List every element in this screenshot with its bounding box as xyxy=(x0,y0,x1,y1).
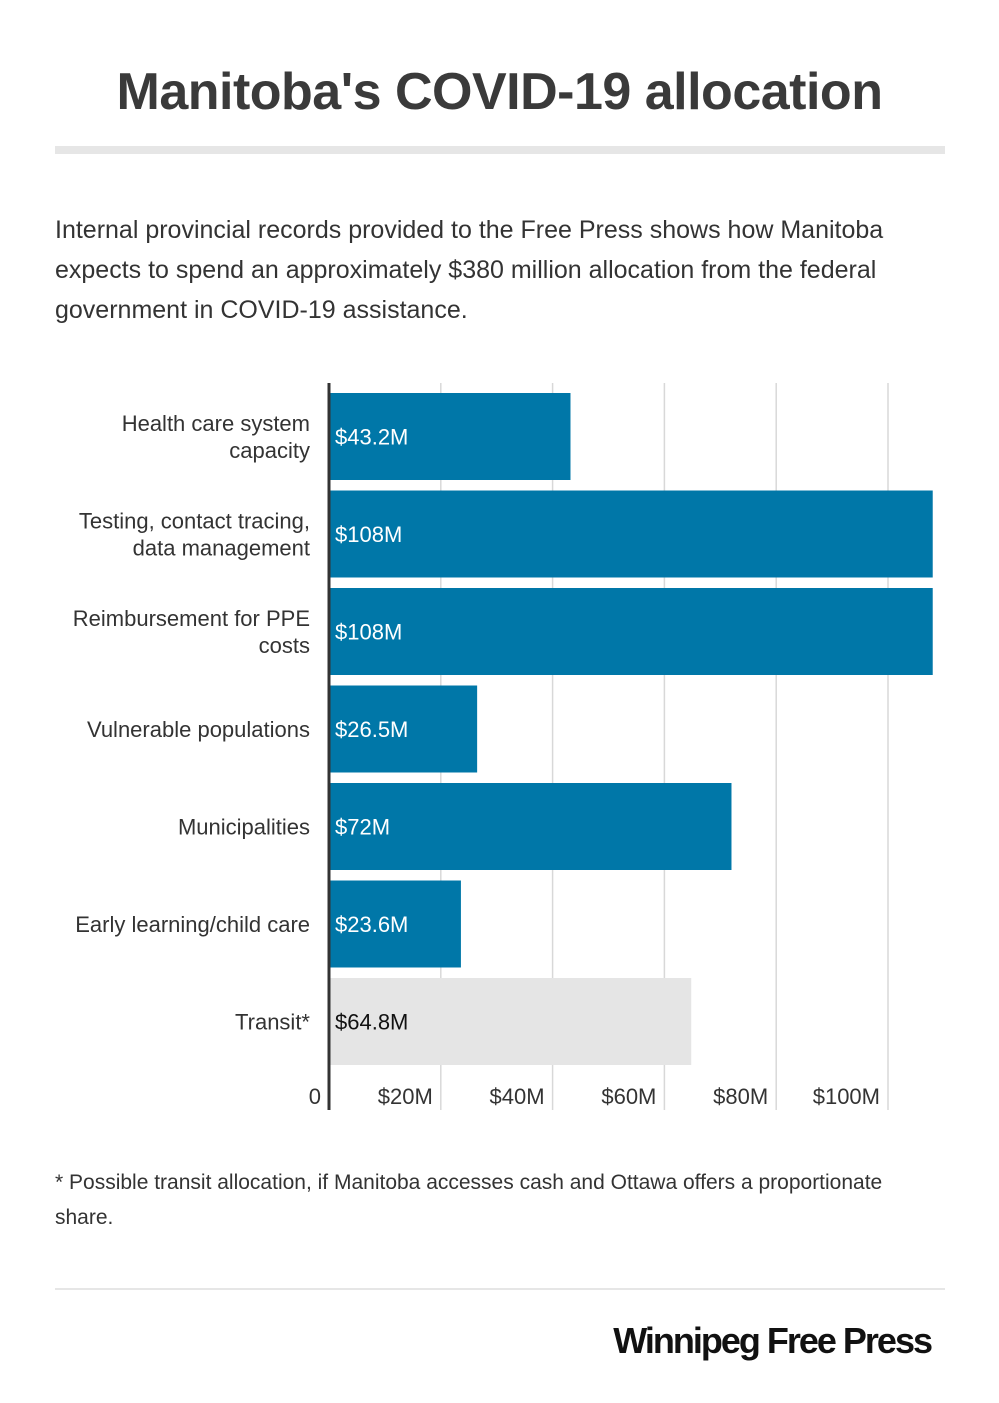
category-label: capacity xyxy=(229,438,310,463)
x-tick-label: $60M xyxy=(601,1084,656,1109)
x-tick-label: $100M xyxy=(813,1084,880,1109)
category-label: data management xyxy=(133,536,310,561)
x-tick-label: $40M xyxy=(490,1084,545,1109)
category-label: Reimbursement for PPE xyxy=(73,606,310,631)
bar xyxy=(329,978,692,1065)
data-label: $108M xyxy=(335,522,402,547)
data-label: $23.6M xyxy=(335,912,408,937)
footer-divider xyxy=(55,1288,945,1290)
title-divider xyxy=(55,146,945,154)
data-label: $72M xyxy=(335,815,390,840)
category-label: Vulnerable populations xyxy=(87,717,310,742)
category-label: Early learning/child care xyxy=(75,912,310,937)
data-label: $43.2M xyxy=(335,425,408,450)
bar xyxy=(329,685,478,773)
x-tick-label: 0 xyxy=(309,1084,321,1109)
category-label: Testing, contact tracing, xyxy=(79,509,310,534)
category-label: Municipalities xyxy=(178,815,310,840)
category-label: Transit* xyxy=(235,1010,310,1035)
bar xyxy=(329,880,461,968)
category-label: costs xyxy=(259,633,310,658)
x-tick-label: $20M xyxy=(378,1084,433,1109)
footnote: * Possible transit allocation, if Manito… xyxy=(55,1171,883,1229)
logo: Winnipeg Free Press xyxy=(613,1320,933,1361)
description: Internal provincial records provided to … xyxy=(55,216,884,324)
bar xyxy=(329,393,571,480)
data-label: $26.5M xyxy=(335,717,408,742)
bar xyxy=(329,588,933,675)
data-label: $64.8M xyxy=(335,1010,408,1035)
x-tick-label: $80M xyxy=(713,1084,768,1109)
data-label: $108M xyxy=(335,620,402,645)
category-label: Health care system xyxy=(122,411,310,436)
bar xyxy=(329,490,933,578)
bar xyxy=(329,783,732,870)
page-title: Manitoba's COVID-19 allocation xyxy=(116,63,883,121)
